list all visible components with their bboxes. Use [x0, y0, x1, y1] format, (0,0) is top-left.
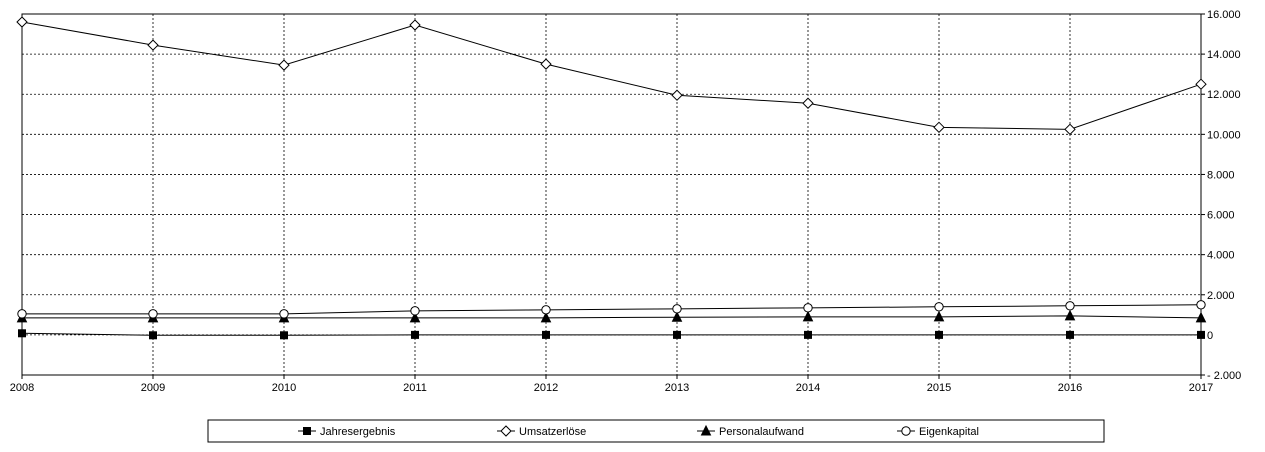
- x-tick-label: 2015: [927, 382, 951, 394]
- data-point-jahresergebnis: [18, 329, 26, 338]
- x-tick-label: 2009: [141, 382, 165, 394]
- y-tick-label: 0: [1207, 330, 1213, 342]
- x-tick-label: 2012: [534, 382, 558, 394]
- legend-marker-personalaufwand: [700, 424, 712, 436]
- data-point-eigenkapital: [279, 309, 289, 319]
- data-point-jahresergebnis: [411, 330, 419, 339]
- legend-box: [207, 419, 1105, 443]
- data-point-personalaufwand: [540, 311, 552, 323]
- data-point-umsatzerl-se: [409, 19, 421, 31]
- legend-label-jahresergebnis: Jahresergebnis: [320, 426, 396, 438]
- y-tick-label: 8.000: [1207, 169, 1235, 181]
- y-tick-label: 16.000: [1207, 9, 1241, 21]
- data-point-jahresergebnis: [149, 331, 157, 340]
- data-point-jahresergebnis: [673, 330, 681, 339]
- legend: Jahresergebnis Umsatzerlöse Personalaufwan…: [207, 419, 1105, 443]
- data-point-umsatzerl-se: [540, 58, 552, 70]
- legend-label-eigenkapital: Eigenkapital: [919, 426, 979, 438]
- y-tick-label: 14.000: [1207, 49, 1241, 61]
- x-tick-label: 2014: [796, 382, 820, 394]
- data-point-eigenkapital: [803, 303, 813, 313]
- data-point-umsatzerl-se: [671, 89, 683, 101]
- data-point-jahresergebnis: [542, 330, 550, 339]
- x-tick-label: 2013: [665, 382, 689, 394]
- data-point-eigenkapital: [148, 309, 158, 319]
- legend-marker-eigenkapital: [901, 426, 911, 436]
- data-point-eigenkapital: [1196, 300, 1206, 310]
- y-tick-label: 4.000: [1207, 250, 1235, 262]
- axes: 16.000 14.000 12.000 10.000 8.000 6.000 4.000 2…: [10, 9, 1241, 394]
- legend-label-personalaufwand: Personalaufwand: [719, 426, 804, 438]
- data-point-jahresergebnis: [804, 330, 812, 339]
- data-point-jahresergebnis: [280, 331, 288, 340]
- y-tick-label: - 2.000: [1207, 370, 1241, 382]
- data-point-umsatzerl-se: [278, 59, 290, 71]
- x-tick-label: 2008: [10, 382, 34, 394]
- series-lines: [21, 21, 1202, 336]
- x-tick-label: 2010: [272, 382, 296, 394]
- data-point-eigenkapital: [17, 309, 27, 319]
- data-point-personalaufwand: [671, 311, 683, 322]
- x-tick-label: 2016: [1058, 382, 1082, 394]
- y-tick-label: 12.000: [1207, 89, 1241, 101]
- data-point-jahresergebnis: [1066, 330, 1074, 339]
- series-line-umsatzerl-se: [21, 21, 1202, 130]
- series-markers: [16, 16, 1207, 340]
- legend-marker-jahresergebnis: [303, 427, 311, 435]
- data-point-umsatzerl-se: [1064, 123, 1076, 136]
- data-point-personalaufwand: [1064, 309, 1076, 321]
- data-point-jahresergebnis: [935, 330, 943, 339]
- legend-label-umsatzerl-se: Umsatzerlöse: [519, 426, 586, 438]
- x-tick-label: 2011: [403, 382, 427, 394]
- series-line-personalaufwand: [22, 315, 1202, 319]
- data-point-personalaufwand: [1195, 311, 1207, 323]
- series-line-jahresergebnis: [21, 332, 1201, 336]
- legend-marker-umsatzerl-se: [500, 425, 512, 437]
- data-point-jahresergebnis: [1197, 330, 1205, 339]
- data-point-umsatzerl-se: [16, 16, 28, 28]
- y-tick-label: 2.000: [1207, 290, 1235, 302]
- plot-frame: [21, 13, 1202, 376]
- series-line-eigenkapital: [22, 304, 1202, 315]
- data-point-eigenkapital: [541, 305, 551, 315]
- data-point-umsatzerl-se: [802, 97, 814, 109]
- data-point-eigenkapital: [1065, 301, 1075, 311]
- data-point-personalaufwand: [933, 310, 945, 322]
- y-tick-label: 10.000: [1207, 129, 1241, 141]
- data-point-eigenkapital: [934, 302, 944, 312]
- data-point-umsatzerl-se: [147, 39, 159, 51]
- y-tick-label: 6.000: [1207, 210, 1235, 222]
- data-point-personalaufwand: [802, 310, 814, 322]
- data-point-umsatzerl-se: [1195, 78, 1207, 90]
- data-point-personalaufwand: [409, 311, 421, 323]
- grid: [21, 13, 1202, 376]
- data-point-eigenkapital: [672, 304, 682, 314]
- data-point-eigenkapital: [410, 306, 420, 316]
- x-tick-label: 2017: [1189, 382, 1213, 394]
- data-point-umsatzerl-se: [933, 121, 945, 134]
